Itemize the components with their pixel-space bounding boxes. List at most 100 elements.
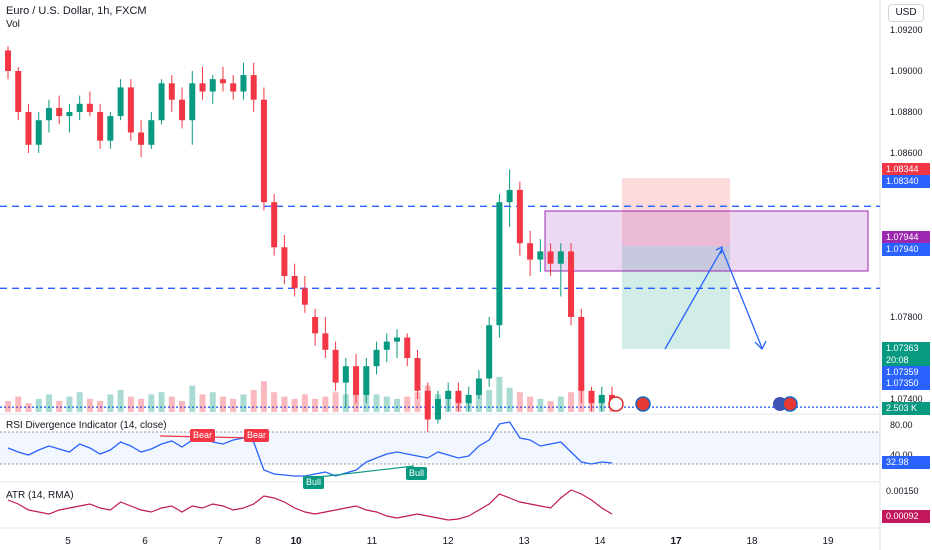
candle-body-23: [240, 75, 247, 92]
take-profit-zone[interactable]: [622, 246, 730, 349]
price-badge-5: 20:08: [882, 354, 930, 367]
price-badge-4: 1.07363: [882, 342, 930, 355]
candle-body-36: [373, 349, 380, 367]
volume-bar-21: [219, 396, 226, 412]
time-tick-4: 10: [290, 536, 302, 547]
candle-body-56: [578, 317, 585, 391]
volume-bar-52: [537, 398, 544, 412]
volume-bar-29: [301, 394, 308, 412]
us-flag-icon[interactable]: [635, 396, 651, 412]
candle-body-28: [291, 276, 298, 289]
flash-event-icon[interactable]: [608, 396, 624, 412]
candle-body-43: [445, 390, 452, 399]
volume-bar-53: [547, 401, 554, 412]
volume-bar-31: [322, 396, 329, 412]
time-tick-6: 12: [442, 536, 454, 547]
volume-bar-37: [383, 396, 390, 412]
time-tick-5: 11: [367, 536, 378, 547]
time-tick-8: 14: [594, 536, 606, 547]
time-tick-11: 19: [822, 536, 834, 547]
candle-body-31: [322, 333, 329, 350]
candle-body-42: [434, 399, 441, 420]
volume-bar-50: [516, 392, 523, 412]
volume-bar-11: [117, 390, 124, 412]
volume-bar-19: [199, 394, 206, 412]
rsi-tick-80: 80.00: [890, 420, 913, 430]
stop-loss-zone[interactable]: [622, 178, 730, 246]
candle-body-12: [127, 87, 134, 133]
rsi-line[interactable]: [7, 421, 613, 477]
volume-bar-55: [568, 392, 575, 412]
candle-body-40: [414, 358, 421, 391]
volume-bar-5: [56, 401, 63, 412]
candle-body-44: [455, 390, 462, 404]
price-tick-5: 1.07800: [890, 312, 923, 322]
bull-tag-2: Bull: [406, 467, 428, 480]
candle-body-8: [86, 103, 93, 112]
candle-body-25: [260, 99, 267, 203]
atr-indicator-label[interactable]: ATR (14, RMA): [6, 490, 74, 501]
volume-bar-51: [527, 396, 534, 412]
time-tick-2: 7: [217, 536, 223, 547]
candle-body-49: [506, 189, 513, 203]
volume-bar-27: [281, 396, 288, 412]
price-badge-8: 2.503 K: [882, 402, 930, 415]
candle-body-4: [45, 107, 52, 121]
candle-body-0: [5, 50, 11, 71]
price-badge-10: 0.00092: [882, 510, 930, 523]
candle-body-46: [475, 378, 482, 395]
candle-body-38: [394, 337, 401, 342]
supply-zone[interactable]: [544, 210, 869, 272]
rsi-indicator-label[interactable]: RSI Divergence Indicator (14, close): [6, 420, 167, 431]
bear-tag: Bear: [190, 429, 216, 442]
candle-body-34: [353, 366, 360, 395]
volume-bar-7: [76, 392, 83, 412]
candle-body-13: [138, 132, 145, 145]
atr-line[interactable]: [7, 489, 613, 521]
price-badge-1: 1.08340: [882, 175, 930, 188]
candlesticks: [5, 46, 615, 432]
candle-body-2: [25, 112, 32, 145]
volume-bar-24: [250, 390, 257, 412]
price-badge-7: 1.07350: [882, 377, 930, 390]
candle-body-57: [588, 390, 595, 404]
bull-divergence-line: [309, 465, 415, 479]
us-flag-icon-2[interactable]: [782, 396, 798, 412]
candle-body-39: [404, 337, 411, 358]
candle-body-14: [148, 120, 155, 145]
volume-bar-0: [5, 401, 11, 412]
currency-button[interactable]: USD: [888, 4, 924, 22]
time-axis[interactable]: 5 6 7 8 10 11 12 13 14 17 18 19: [65, 536, 834, 547]
volume-bar-28: [291, 398, 298, 412]
volume-bar-9: [97, 401, 104, 412]
candle-body-37: [383, 341, 390, 350]
price-tick-2: 1.08800: [890, 107, 923, 117]
candle-body-51: [527, 243, 534, 260]
candle-body-35: [363, 366, 370, 395]
volume-bar-32: [332, 392, 339, 412]
rsi-band: [0, 432, 880, 464]
candle-body-33: [342, 366, 349, 383]
candle-body-29: [301, 288, 308, 305]
candle-body-6: [66, 112, 73, 117]
atr-tick: 0.00150: [886, 486, 919, 496]
candle-body-58: [598, 394, 605, 404]
price-badge-0: 1.08344: [882, 163, 930, 176]
rsi-tick-40: 40.00: [890, 450, 913, 460]
volume-bar-14: [148, 394, 155, 412]
volume-bar-47: [486, 390, 493, 412]
time-tick-0: 5: [65, 536, 71, 547]
candle-body-45: [465, 394, 472, 404]
volume-bar-13: [138, 398, 145, 412]
volume-bar-20: [209, 392, 216, 412]
candle-body-54: [557, 251, 564, 264]
volume-bar-18: [189, 385, 196, 412]
projection-arrowhead-bottom: [754, 340, 767, 351]
candle-body-18: [189, 83, 196, 121]
chart-title[interactable]: Euro / U.S. Dollar, 1h, FXCM: [6, 5, 147, 17]
time-tick-7: 13: [518, 536, 530, 547]
candle-body-10: [107, 116, 114, 141]
price-badge-6: 1.07359: [882, 366, 930, 379]
candle-body-53: [547, 251, 554, 264]
